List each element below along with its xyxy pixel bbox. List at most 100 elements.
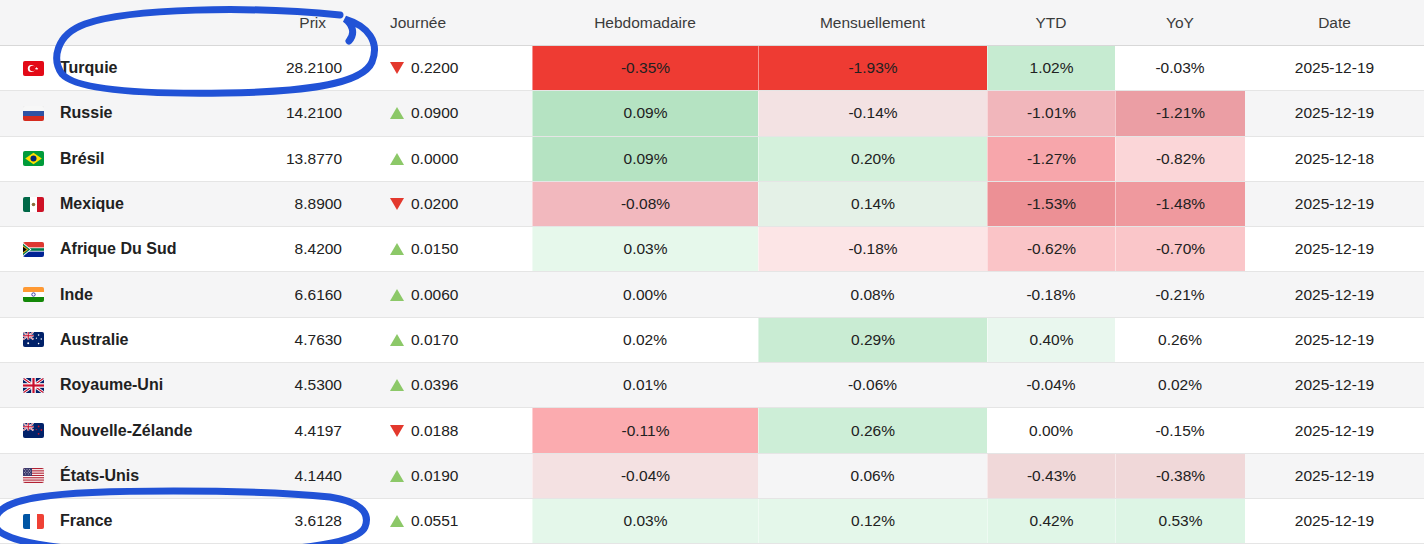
country-name[interactable]: France xyxy=(60,499,260,543)
yoy-change-cell: 0.02% xyxy=(1115,363,1245,407)
daily-change-cell: 0.0170 xyxy=(344,318,532,362)
france-flag-icon xyxy=(23,514,44,529)
triangle-up-icon xyxy=(390,515,404,527)
daily-change-value: 0.0396 xyxy=(411,376,458,394)
country-name[interactable]: Russie xyxy=(60,91,260,135)
ytd-change-cell: -0.62% xyxy=(987,227,1115,271)
weekly-change-cell: 0.03% xyxy=(532,499,758,543)
table-row[interactable]: Nouvelle-Zélande4.4197 0.0188 -0.11%0.26%0… xyxy=(0,408,1424,453)
new-zealand-flag-icon xyxy=(23,423,44,438)
column-header-prix[interactable]: Prix xyxy=(260,0,344,45)
country-name[interactable]: États-Unis xyxy=(60,454,260,498)
weekly-change-cell: 0.09% xyxy=(532,91,758,135)
weekly-change-cell: -0.04% xyxy=(532,454,758,498)
column-header-ytd[interactable]: YTD xyxy=(987,0,1115,45)
table-row[interactable]: Mexique8.89000.0200-0.08%0.14%-1.53%-1.4… xyxy=(0,182,1424,227)
weekly-change-cell: -0.11% xyxy=(532,408,758,452)
ytd-change-cell: -0.18% xyxy=(987,272,1115,316)
monthly-change-cell: -0.18% xyxy=(758,227,987,271)
table-row[interactable]: Turquie28.21000.2200-0.35%-1.93%1.02%-0.… xyxy=(0,46,1424,91)
daily-change-cell: 0.0060 xyxy=(344,272,532,316)
header-country-spacer xyxy=(60,0,260,45)
column-header-weekly[interactable]: Hebdomadaire xyxy=(532,0,758,45)
triangle-up-icon xyxy=(390,153,404,165)
mexico-flag-icon xyxy=(23,197,44,212)
country-flag-cell xyxy=(0,91,60,135)
price-value: 4.7630 xyxy=(260,318,344,362)
yoy-change-cell: -0.70% xyxy=(1115,227,1245,271)
table-body: Turquie28.21000.2200-0.35%-1.93%1.02%-0.… xyxy=(0,46,1424,544)
ytd-change-cell: -1.01% xyxy=(987,91,1115,135)
country-name[interactable]: Nouvelle-Zélande xyxy=(60,408,260,452)
country-name[interactable]: Afrique Du Sud xyxy=(60,227,260,271)
table-row[interactable]: États-Unis4.14400.0190-0.04%0.06%-0.43%-… xyxy=(0,454,1424,499)
table-row[interactable]: Afrique Du Sud8.42000.01500.03%-0.18%-0.… xyxy=(0,227,1424,272)
ytd-change-cell: 0.40% xyxy=(987,318,1115,362)
table-row[interactable]: Inde6.61600.00600.00%0.08%-0.18%-0.21%20… xyxy=(0,272,1424,317)
weekly-change-cell: 0.09% xyxy=(532,137,758,181)
triangle-up-icon xyxy=(390,470,404,482)
turkey-flag-icon xyxy=(23,61,44,76)
price-value: 28.2100 xyxy=(260,46,344,90)
table-row[interactable]: Russie14.21000.09000.09%-0.14%-1.01%-1.2… xyxy=(0,91,1424,136)
country-flag-cell xyxy=(0,272,60,316)
triangle-up-icon xyxy=(390,379,404,391)
daily-change-value: 0.0551 xyxy=(411,512,458,530)
australia-flag-icon xyxy=(23,332,44,347)
russia-flag-icon xyxy=(23,106,44,121)
country-name[interactable]: Brésil xyxy=(60,137,260,181)
daily-change-value: 0.0150 xyxy=(411,240,458,258)
yoy-change-cell: -0.03% xyxy=(1115,46,1245,90)
united-states-flag-icon xyxy=(23,468,44,483)
daily-change-cell: 0.0188 xyxy=(344,408,532,452)
united-kingdom-flag-icon xyxy=(23,378,44,393)
country-flag-cell xyxy=(0,454,60,498)
price-value: 8.4200 xyxy=(260,227,344,271)
yoy-change-cell: -0.38% xyxy=(1115,454,1245,498)
weekly-change-cell: 0.00% xyxy=(532,272,758,316)
triangle-down-icon xyxy=(390,425,404,437)
column-header-date[interactable]: Date xyxy=(1245,0,1424,45)
daily-change-cell: 0.0150 xyxy=(344,227,532,271)
yoy-change-cell: 0.26% xyxy=(1115,318,1245,362)
daily-change-cell: 0.0200 xyxy=(344,182,532,226)
price-value: 4.4197 xyxy=(260,408,344,452)
yoy-change-cell: -0.82% xyxy=(1115,137,1245,181)
country-name[interactable]: Inde xyxy=(60,272,260,316)
daily-change-value: 0.0190 xyxy=(411,467,458,485)
triangle-down-icon xyxy=(390,62,404,74)
monthly-change-cell: -0.14% xyxy=(758,91,987,135)
daily-change-cell: 0.0551 xyxy=(344,499,532,543)
daily-change-value: 0.0000 xyxy=(411,150,458,168)
daily-change-cell: 0.2200 xyxy=(344,46,532,90)
weekly-change-cell: -0.08% xyxy=(532,182,758,226)
country-name[interactable]: Royaume-Uni xyxy=(60,363,260,407)
column-header-yoy[interactable]: YoY xyxy=(1115,0,1245,45)
yoy-change-cell: -0.21% xyxy=(1115,272,1245,316)
country-name[interactable]: Australie xyxy=(60,318,260,362)
ytd-change-cell: 1.02% xyxy=(987,46,1115,90)
price-value: 4.1440 xyxy=(260,454,344,498)
ytd-change-cell: -1.53% xyxy=(987,182,1115,226)
ytd-change-cell: 0.00% xyxy=(987,408,1115,452)
daily-change-value: 0.2200 xyxy=(411,59,458,77)
triangle-up-icon xyxy=(390,289,404,301)
country-name[interactable]: Mexique xyxy=(60,182,260,226)
country-flag-cell xyxy=(0,46,60,90)
table-row[interactable]: Royaume-Uni4.53000.03960.01%-0.06%-0.04%… xyxy=(0,363,1424,408)
brazil-flag-icon xyxy=(23,151,44,166)
monthly-change-cell: 0.14% xyxy=(758,182,987,226)
country-name[interactable]: Turquie xyxy=(60,46,260,90)
south-africa-flag-icon xyxy=(23,242,44,257)
table-row[interactable]: Brésil13.87700.00000.09%0.20%-1.27%-0.82… xyxy=(0,137,1424,182)
daily-change-value: 0.0188 xyxy=(411,422,458,440)
table-row[interactable]: Australie4.76300.01700.02%0.29%0.40%0.26… xyxy=(0,318,1424,363)
column-header-monthly[interactable]: Mensuellement xyxy=(758,0,987,45)
monthly-change-cell: 0.26% xyxy=(758,408,987,452)
country-flag-cell xyxy=(0,499,60,543)
date-value: 2025-12-19 xyxy=(1245,454,1424,498)
column-header-journee[interactable]: Journée xyxy=(344,0,532,45)
table-row[interactable]: France3.61280.05510.03%0.12%0.42%0.53%20… xyxy=(0,499,1424,544)
date-value: 2025-12-18 xyxy=(1245,137,1424,181)
date-value: 2025-12-19 xyxy=(1245,408,1424,452)
